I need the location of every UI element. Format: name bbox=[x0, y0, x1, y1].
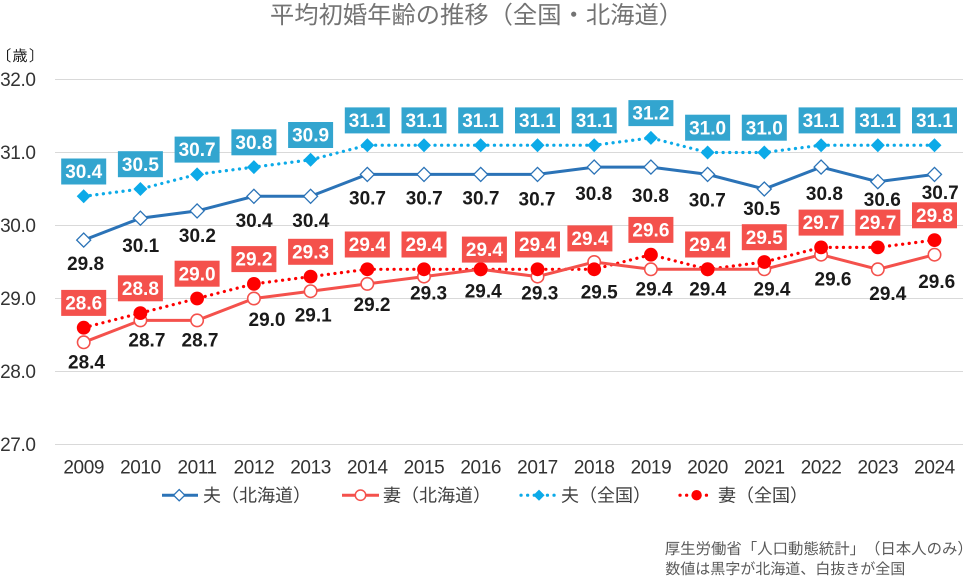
svg-text:2018: 2018 bbox=[574, 458, 615, 479]
svg-text:29.5: 29.5 bbox=[581, 282, 618, 303]
svg-text:2012: 2012 bbox=[234, 458, 275, 479]
svg-text:28.4: 28.4 bbox=[68, 352, 105, 373]
svg-text:29.4: 29.4 bbox=[754, 280, 791, 301]
svg-text:2016: 2016 bbox=[460, 458, 501, 479]
svg-text:31.1: 31.1 bbox=[349, 111, 386, 132]
svg-text:2013: 2013 bbox=[290, 458, 331, 479]
svg-text:2015: 2015 bbox=[404, 458, 445, 479]
svg-text:29.4: 29.4 bbox=[466, 240, 503, 261]
svg-text:30.9: 30.9 bbox=[292, 126, 329, 147]
svg-text:31.2: 31.2 bbox=[632, 104, 669, 125]
svg-text:30.2: 30.2 bbox=[179, 226, 216, 247]
svg-text:30.7: 30.7 bbox=[462, 188, 499, 209]
svg-text:31.1: 31.1 bbox=[519, 111, 556, 132]
svg-text:30.4: 30.4 bbox=[292, 211, 329, 232]
svg-text:30.8: 30.8 bbox=[235, 133, 272, 154]
svg-text:28.7: 28.7 bbox=[182, 331, 219, 352]
svg-text:29.1: 29.1 bbox=[295, 305, 332, 326]
svg-text:30.6: 30.6 bbox=[864, 190, 901, 211]
svg-text:2019: 2019 bbox=[631, 458, 672, 479]
svg-text:31.1: 31.1 bbox=[803, 111, 840, 132]
svg-text:30.7: 30.7 bbox=[519, 190, 556, 211]
svg-text:2014: 2014 bbox=[347, 458, 389, 479]
svg-text:30.0: 30.0 bbox=[0, 216, 35, 237]
svg-text:29.3: 29.3 bbox=[292, 242, 329, 263]
svg-text:30.8: 30.8 bbox=[575, 184, 612, 205]
svg-text:31.0: 31.0 bbox=[746, 118, 783, 139]
svg-text:29.3: 29.3 bbox=[410, 283, 447, 304]
svg-text:30.7: 30.7 bbox=[179, 140, 216, 161]
svg-text:29.4: 29.4 bbox=[349, 235, 386, 256]
svg-text:32.0: 32.0 bbox=[0, 70, 35, 91]
svg-text:29.8: 29.8 bbox=[916, 206, 953, 227]
svg-text:30.8: 30.8 bbox=[806, 184, 843, 205]
svg-text:29.4: 29.4 bbox=[689, 235, 726, 256]
svg-text:29.4: 29.4 bbox=[519, 235, 556, 256]
svg-text:29.3: 29.3 bbox=[521, 283, 558, 304]
svg-text:27.0: 27.0 bbox=[0, 435, 35, 456]
svg-text:28.6: 28.6 bbox=[65, 294, 102, 315]
svg-text:29.0: 29.0 bbox=[179, 264, 216, 285]
svg-text:31.1: 31.1 bbox=[406, 111, 443, 132]
svg-text:31.0: 31.0 bbox=[689, 118, 726, 139]
svg-text:29.6: 29.6 bbox=[632, 221, 669, 242]
svg-text:30.7: 30.7 bbox=[689, 191, 726, 212]
svg-text:2009: 2009 bbox=[63, 458, 104, 479]
svg-text:29.4: 29.4 bbox=[689, 280, 726, 301]
svg-text:30.8: 30.8 bbox=[632, 186, 669, 207]
svg-text:31.1: 31.1 bbox=[916, 111, 953, 132]
svg-text:28.8: 28.8 bbox=[122, 279, 159, 300]
svg-text:29.0: 29.0 bbox=[249, 310, 286, 331]
svg-text:30.4: 30.4 bbox=[236, 211, 273, 232]
svg-text:29.5: 29.5 bbox=[746, 228, 783, 249]
svg-text:30.5: 30.5 bbox=[122, 155, 159, 176]
svg-text:29.2: 29.2 bbox=[354, 295, 391, 316]
svg-text:29.4: 29.4 bbox=[636, 280, 673, 301]
svg-text:28.7: 28.7 bbox=[128, 331, 165, 352]
svg-text:31.1: 31.1 bbox=[859, 111, 896, 132]
svg-text:31.0: 31.0 bbox=[0, 143, 35, 164]
svg-text:29.8: 29.8 bbox=[67, 254, 104, 275]
svg-text:30.7: 30.7 bbox=[406, 188, 443, 209]
svg-text:30.5: 30.5 bbox=[743, 199, 780, 220]
svg-text:2020: 2020 bbox=[687, 458, 728, 479]
svg-text:29.4: 29.4 bbox=[869, 284, 906, 305]
svg-text:30.7: 30.7 bbox=[349, 188, 386, 209]
svg-text:2023: 2023 bbox=[857, 458, 898, 479]
svg-text:30.1: 30.1 bbox=[122, 236, 159, 257]
svg-text:29.6: 29.6 bbox=[815, 270, 852, 291]
svg-text:30.7: 30.7 bbox=[922, 183, 959, 204]
svg-text:29.4: 29.4 bbox=[465, 281, 502, 302]
svg-text:31.1: 31.1 bbox=[462, 111, 499, 132]
svg-text:28.0: 28.0 bbox=[0, 362, 35, 383]
svg-text:29.7: 29.7 bbox=[803, 213, 840, 234]
svg-text:30.4: 30.4 bbox=[65, 162, 102, 183]
svg-text:29.4: 29.4 bbox=[406, 235, 443, 256]
svg-text:2010: 2010 bbox=[120, 458, 161, 479]
svg-text:29.0: 29.0 bbox=[0, 289, 35, 310]
svg-text:29.4: 29.4 bbox=[571, 229, 608, 250]
svg-text:2021: 2021 bbox=[744, 458, 785, 479]
svg-text:29.2: 29.2 bbox=[235, 250, 272, 271]
svg-text:2011: 2011 bbox=[177, 458, 216, 479]
svg-text:2017: 2017 bbox=[517, 458, 558, 479]
svg-text:29.6: 29.6 bbox=[918, 272, 955, 293]
svg-text:31.1: 31.1 bbox=[576, 111, 613, 132]
svg-text:29.7: 29.7 bbox=[859, 213, 896, 234]
svg-text:2022: 2022 bbox=[801, 458, 842, 479]
svg-text:2024: 2024 bbox=[914, 458, 956, 479]
